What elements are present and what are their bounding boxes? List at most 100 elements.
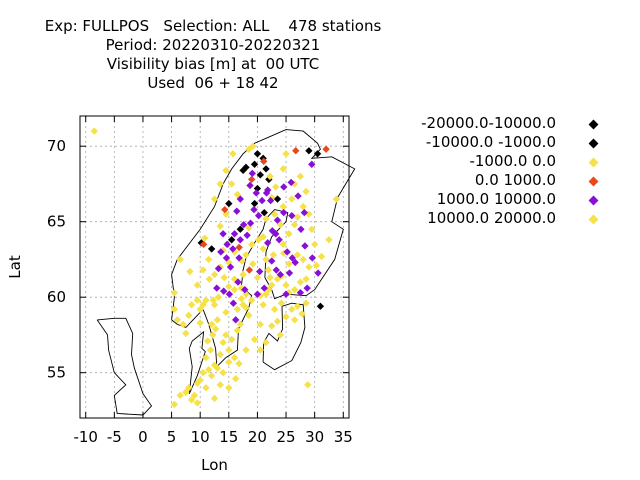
data-point-series-3 (176, 255, 184, 264)
data-point-series-4 (235, 243, 243, 252)
data-point-series-3 (293, 251, 302, 259)
data-point-series-3 (262, 215, 270, 223)
data-point-series-5 (280, 208, 288, 217)
data-point-series-2 (273, 195, 282, 203)
data-point-series-5 (297, 225, 305, 233)
data-point-series-5 (232, 316, 240, 324)
data-point-series-3 (285, 260, 293, 268)
data-point-series-3 (222, 308, 230, 317)
data-point-series-2 (225, 199, 233, 208)
data-point-series-5 (229, 245, 237, 253)
data-point-series-5 (214, 264, 223, 273)
data-point-series-4 (248, 175, 256, 184)
data-point-series-2 (236, 225, 244, 233)
data-point-series-6 (209, 296, 218, 304)
data-point-series-5 (230, 230, 239, 238)
legend-label-5: 1000.0 10000.0 (436, 190, 556, 208)
data-point-series-2 (250, 160, 259, 168)
data-point-series-3 (182, 329, 190, 338)
data-point-series-3 (302, 187, 310, 196)
x-axis-label: Lon (201, 456, 228, 474)
data-point-series-3 (176, 391, 184, 400)
data-point-series-3 (282, 281, 290, 289)
data-point-series-3 (259, 233, 267, 241)
data-point-series-3 (216, 180, 224, 188)
title-line-3: Visibility bias [m] at 00 UTC (106, 55, 320, 73)
x-tick-label: -10 (73, 428, 98, 446)
data-point-series-3 (298, 310, 306, 318)
data-point-series-3 (259, 301, 267, 309)
data-point-series-3 (207, 320, 216, 329)
coastline-scandinavia (171, 129, 356, 368)
data-point-series-5 (220, 287, 228, 295)
data-point-series-3 (249, 260, 257, 268)
data-point-series-3 (202, 353, 210, 362)
data-point-series-2 (253, 150, 262, 158)
x-tick-label: 0 (138, 428, 148, 446)
data-point-series-5 (266, 196, 275, 205)
data-point-series-6 (264, 266, 272, 274)
data-point-series-3 (299, 202, 307, 211)
data-point-series-5 (282, 290, 290, 298)
data-point-series-3 (205, 275, 214, 283)
data-point-series-3 (290, 221, 299, 229)
x-tick-label: 35 (334, 428, 353, 446)
data-point-series-5 (234, 278, 242, 286)
y-axis-label: Lat (6, 255, 24, 279)
title-line-4: Used 06 + 18 42 (147, 74, 279, 92)
data-point-series-5 (219, 230, 227, 238)
data-point-series-5 (248, 169, 256, 178)
data-point-series-3 (317, 252, 326, 261)
data-point-series-3 (216, 222, 224, 230)
data-point-series-3 (304, 381, 312, 389)
data-point-series-5 (258, 196, 266, 205)
data-point-series-5 (308, 254, 317, 262)
legend-label-2: -10000.0 -1000.0 (425, 133, 556, 151)
x-tick-label: 30 (305, 428, 324, 446)
data-point-series-3 (290, 316, 299, 324)
y-tick-label: 70 (47, 137, 66, 155)
data-point-series-3 (170, 400, 179, 409)
data-point-series-3 (233, 305, 242, 313)
data-point-series-3 (237, 295, 246, 303)
data-point-series-5 (287, 178, 295, 187)
data-point-series-3 (276, 331, 284, 339)
data-point-series-5 (235, 254, 243, 262)
data-point-series-3 (269, 251, 278, 259)
data-point-series-3 (90, 127, 98, 135)
data-point-series-3 (262, 255, 270, 264)
data-point-series-5 (243, 231, 251, 239)
data-point-series-3 (216, 381, 224, 389)
legend-label-6: 10000.0 20000.0 (427, 209, 556, 227)
data-point-series-3 (242, 251, 250, 259)
data-point-series-3 (312, 261, 321, 270)
data-point-series-3 (193, 399, 201, 407)
data-point-series-3 (203, 337, 212, 345)
data-point-series-3 (193, 296, 201, 304)
data-point-series-3 (220, 273, 228, 282)
data-point-series-3 (170, 305, 179, 313)
data-point-series-5 (256, 267, 264, 276)
data-point-series-3 (219, 338, 227, 347)
data-point-series-3 (293, 302, 302, 310)
data-point-series-5 (288, 254, 296, 262)
data-point-series-3 (332, 195, 341, 203)
data-point-series-3 (211, 325, 220, 333)
data-point-series-3 (193, 281, 201, 289)
data-point-series-3 (222, 166, 230, 175)
data-point-series-3 (214, 293, 223, 301)
data-point-series-3 (273, 317, 282, 326)
data-point-series-3 (279, 240, 287, 249)
data-point-series-3 (199, 266, 207, 274)
data-point-series-3 (279, 165, 287, 173)
data-point-series-3 (242, 346, 250, 354)
data-point-series-3 (179, 320, 187, 329)
x-tick-label: 20 (248, 428, 267, 446)
data-point-series-3 (230, 353, 239, 362)
data-point-series-5 (280, 183, 288, 191)
data-point-series-3 (209, 331, 217, 339)
data-point-series-3 (219, 369, 227, 377)
data-point-series-3 (293, 213, 302, 221)
data-point-series-5 (240, 221, 248, 229)
x-tick-label: -5 (107, 428, 122, 446)
